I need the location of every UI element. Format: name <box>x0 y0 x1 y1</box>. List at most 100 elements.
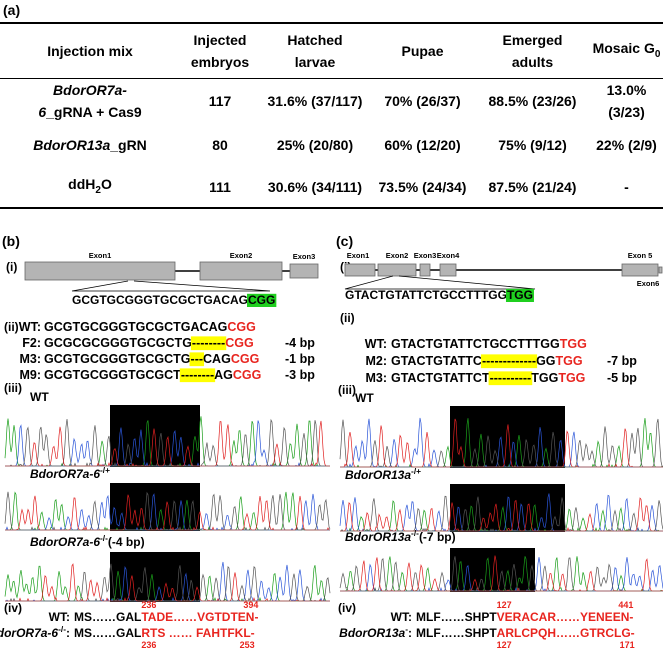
exon <box>419 263 431 277</box>
table-cell: 73.5% (24/34) <box>370 167 475 209</box>
label-group: WT: <box>49 610 70 624</box>
table-cell: 111 <box>180 167 260 209</box>
exon-label: Exon6 <box>637 279 660 288</box>
sequence-run: GCGTGCGGGTGCGCTGACAG <box>72 293 248 307</box>
cell-line: 88.5% (23/26) <box>488 93 577 109</box>
trace-label: BdorOR13a -/+ <box>345 466 421 482</box>
table-cell: 87.5% (21/24) <box>475 167 590 209</box>
text-run: BdorOR13a <box>33 137 111 153</box>
exon <box>377 263 417 277</box>
sub-label: (i) <box>6 260 17 274</box>
cell-line: 73.5% (24/34) <box>378 179 467 195</box>
table-row: BdorOR7a- 6_gRNA + Cas9 117 31.6% (37/117) 7… <box>0 79 663 124</box>
table-row: ddH2O 111 30.6% (34/111) 73.5% (24/34) 87.5%… <box>0 167 663 209</box>
label-group: BdorOR7a-6-/-: <box>0 624 70 640</box>
text-run: 6 <box>38 104 47 120</box>
sequence-run: WT <box>355 391 374 405</box>
aligned-sequence: GCGTGCGGGTGCGCTG --- CAG CGG <box>44 352 259 367</box>
table-cell: Emerged adults <box>475 22 590 79</box>
sequence-run: -/- <box>100 533 108 543</box>
sequence-run: - <box>405 624 408 634</box>
sequence-run: --- <box>191 352 204 366</box>
pam-highlight <box>505 288 534 302</box>
sub-label: (ii) <box>340 311 355 325</box>
table-cell: 70% (26/37) <box>370 79 475 124</box>
text-run: _gRNA + Cas9 <box>46 104 142 120</box>
residue-number: 127 <box>497 600 512 610</box>
trace-label: BdorOR13a -/- (-7 bp) <box>345 528 456 544</box>
strain-name: M2: <box>365 354 387 368</box>
table-cell: 25% (20/80) <box>260 123 370 167</box>
cell-line: 111 <box>209 179 231 195</box>
header-row: Injection mix Injected embryos Hatched larva… <box>0 22 663 79</box>
chromatogram-trace <box>5 420 330 467</box>
strain-name: M3: <box>365 371 387 385</box>
sequence-run: BdorOR7a-6 <box>30 535 100 549</box>
table-cell: 30.6% (34/111) <box>260 167 370 209</box>
table-row: BdorOR13a_gRN 80 25% (20/80) 60% (12/20) 75%… <box>0 123 663 167</box>
sequence-run: TGG <box>558 371 585 385</box>
table-cell: ddH2O <box>0 167 180 209</box>
aligned-sequence: GTACTGTATTC ------------- GG TGG <box>391 354 583 369</box>
sequence-run: CGG <box>248 293 275 307</box>
protein-sequence: MLF……SHPT <box>416 626 497 640</box>
sequence-run: TGG <box>556 354 583 368</box>
cell-line: adults <box>511 54 554 70</box>
residue-number: 171 <box>620 640 635 650</box>
chromatogram-trace <box>339 556 663 592</box>
table-cell: - <box>590 167 663 209</box>
sequence-run: -------- <box>192 336 225 350</box>
text-run: 0 <box>654 48 661 60</box>
mutant-sequence: VERACAR……YENEEN- <box>497 610 634 624</box>
residue-number: 441 <box>618 600 633 610</box>
sequence-run: GCGTGCGGGTGCGCT <box>44 368 181 382</box>
exon <box>24 261 176 281</box>
aligned-sequence: GTACTGTATTCTGCCTTTGG TGG <box>391 337 587 351</box>
text-run: Mosaic G <box>592 39 655 56</box>
exon-label: Exon2 <box>386 251 409 260</box>
sub-label: (ii) <box>4 320 19 334</box>
gap-highlight <box>189 352 205 367</box>
table-cell: BdorOR7a- 6_gRNA + Cas9 <box>0 79 180 124</box>
exon-label: Exon3 <box>293 252 316 261</box>
sequence-run: WT <box>30 390 49 404</box>
sequence-run: : <box>66 626 70 640</box>
injection-table: Injection mix Injected embryos Hatched larva… <box>0 22 663 209</box>
cell-line: 75% (9/12) <box>498 137 567 153</box>
cell-line: Hatched <box>287 32 343 48</box>
exon <box>658 266 663 274</box>
sub-label: (iv) <box>338 601 356 615</box>
sequence-run: GTACTGTATTCT <box>391 371 490 385</box>
sequence-run: -/- <box>411 528 419 538</box>
table-cell: 88.5% (23/26) <box>475 79 590 124</box>
cell-line: Pupae <box>401 43 444 59</box>
sequence-run: GCGTGCGGGTGCGCTG <box>44 352 191 366</box>
protein-sequence: MS……GAL <box>74 610 141 624</box>
exon-label: Exon1 <box>89 251 112 260</box>
strain-name: WT: <box>19 320 41 334</box>
sequence-run: TGG <box>507 288 533 302</box>
gap-highlight <box>480 354 538 369</box>
table-cell: 31.6% (37/117) <box>260 79 370 124</box>
table-cell: 80 <box>180 123 260 167</box>
gap-highlight <box>190 336 227 351</box>
protein-sequence: MS……GAL <box>74 626 141 640</box>
sequence-run: BdorOR13a <box>345 530 411 544</box>
aligned-sequence: GCGTGCGGGTGCGCT -------- AG CGG <box>44 368 261 383</box>
aligned-sequence: GTACTGTATTCT ---------- TGG TGG <box>391 371 585 386</box>
exon <box>344 263 376 277</box>
zoom-lines <box>344 275 536 290</box>
cell-line: 60% (12/20) <box>384 137 461 153</box>
strain-name: M9: <box>19 368 41 382</box>
sequence-run: -/- <box>58 624 66 634</box>
mutant-sequence: TADE……VGTDTEN- <box>141 610 258 624</box>
table-cell: Injected embryos <box>180 22 260 79</box>
residue-number: 253 <box>240 640 255 650</box>
trace-label: WT <box>30 390 49 404</box>
deletion-note: -5 bp <box>607 371 637 385</box>
cell-line: 13.0% (3/23) <box>606 82 647 120</box>
table-cell: BdorOR13a_gRN <box>0 123 180 167</box>
panel-label: (b) <box>2 233 20 249</box>
pam-highlight <box>247 293 277 307</box>
